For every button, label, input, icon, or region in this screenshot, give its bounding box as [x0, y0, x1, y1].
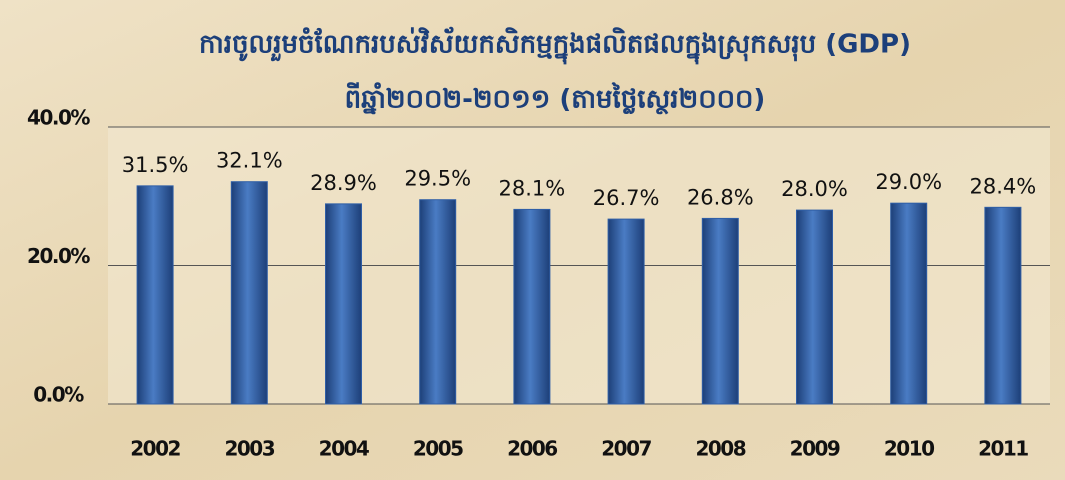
data-label: 26.8%: [687, 185, 754, 209]
x-tick-label: 2008: [695, 437, 745, 461]
data-label: 28.4%: [970, 174, 1037, 198]
x-tick-label: 2007: [601, 437, 651, 461]
data-label: 28.9%: [310, 171, 377, 195]
bar: [890, 202, 928, 405]
data-label: 31.5%: [122, 153, 189, 177]
x-tick-label: 2002: [130, 437, 180, 461]
data-label: 29.5%: [404, 167, 471, 191]
x-tick-label: 2009: [790, 437, 840, 461]
chart-subtitle: ពីឆ្នាំ២០០២-២០១១ (តាមថ្លៃស្ថេរ២០០០): [345, 82, 766, 115]
data-label: 28.1%: [499, 176, 566, 200]
bar: [984, 206, 1022, 405]
x-tick-label: 2003: [224, 437, 274, 461]
x-tick-label: 2004: [319, 437, 369, 461]
bar: [136, 185, 174, 405]
bar: [419, 199, 457, 405]
x-tick-label: 2010: [884, 437, 934, 461]
data-label: 28.0%: [781, 177, 848, 201]
x-tick-label: 2006: [507, 437, 557, 461]
x-tick-label: 2011: [978, 437, 1028, 461]
data-label: 29.0%: [875, 170, 942, 194]
y-tick-label: 0.0%: [33, 383, 84, 407]
bar: [701, 217, 739, 405]
y-tick-label: 40.0%: [27, 106, 90, 130]
bar: [513, 208, 551, 405]
bar: [325, 203, 362, 405]
y-tick-label: 20.0%: [27, 244, 90, 268]
bar: [230, 181, 268, 405]
bar: [796, 209, 833, 405]
x-tick-label: 2005: [413, 437, 463, 461]
bar: [607, 218, 645, 405]
data-label: 32.1%: [216, 149, 283, 173]
data-label: 26.7%: [593, 186, 660, 210]
chart-title: ការចូលរួមចំណែករបស់វិស័យកសិកម្មក្នុងផលិតផ…: [199, 27, 911, 65]
